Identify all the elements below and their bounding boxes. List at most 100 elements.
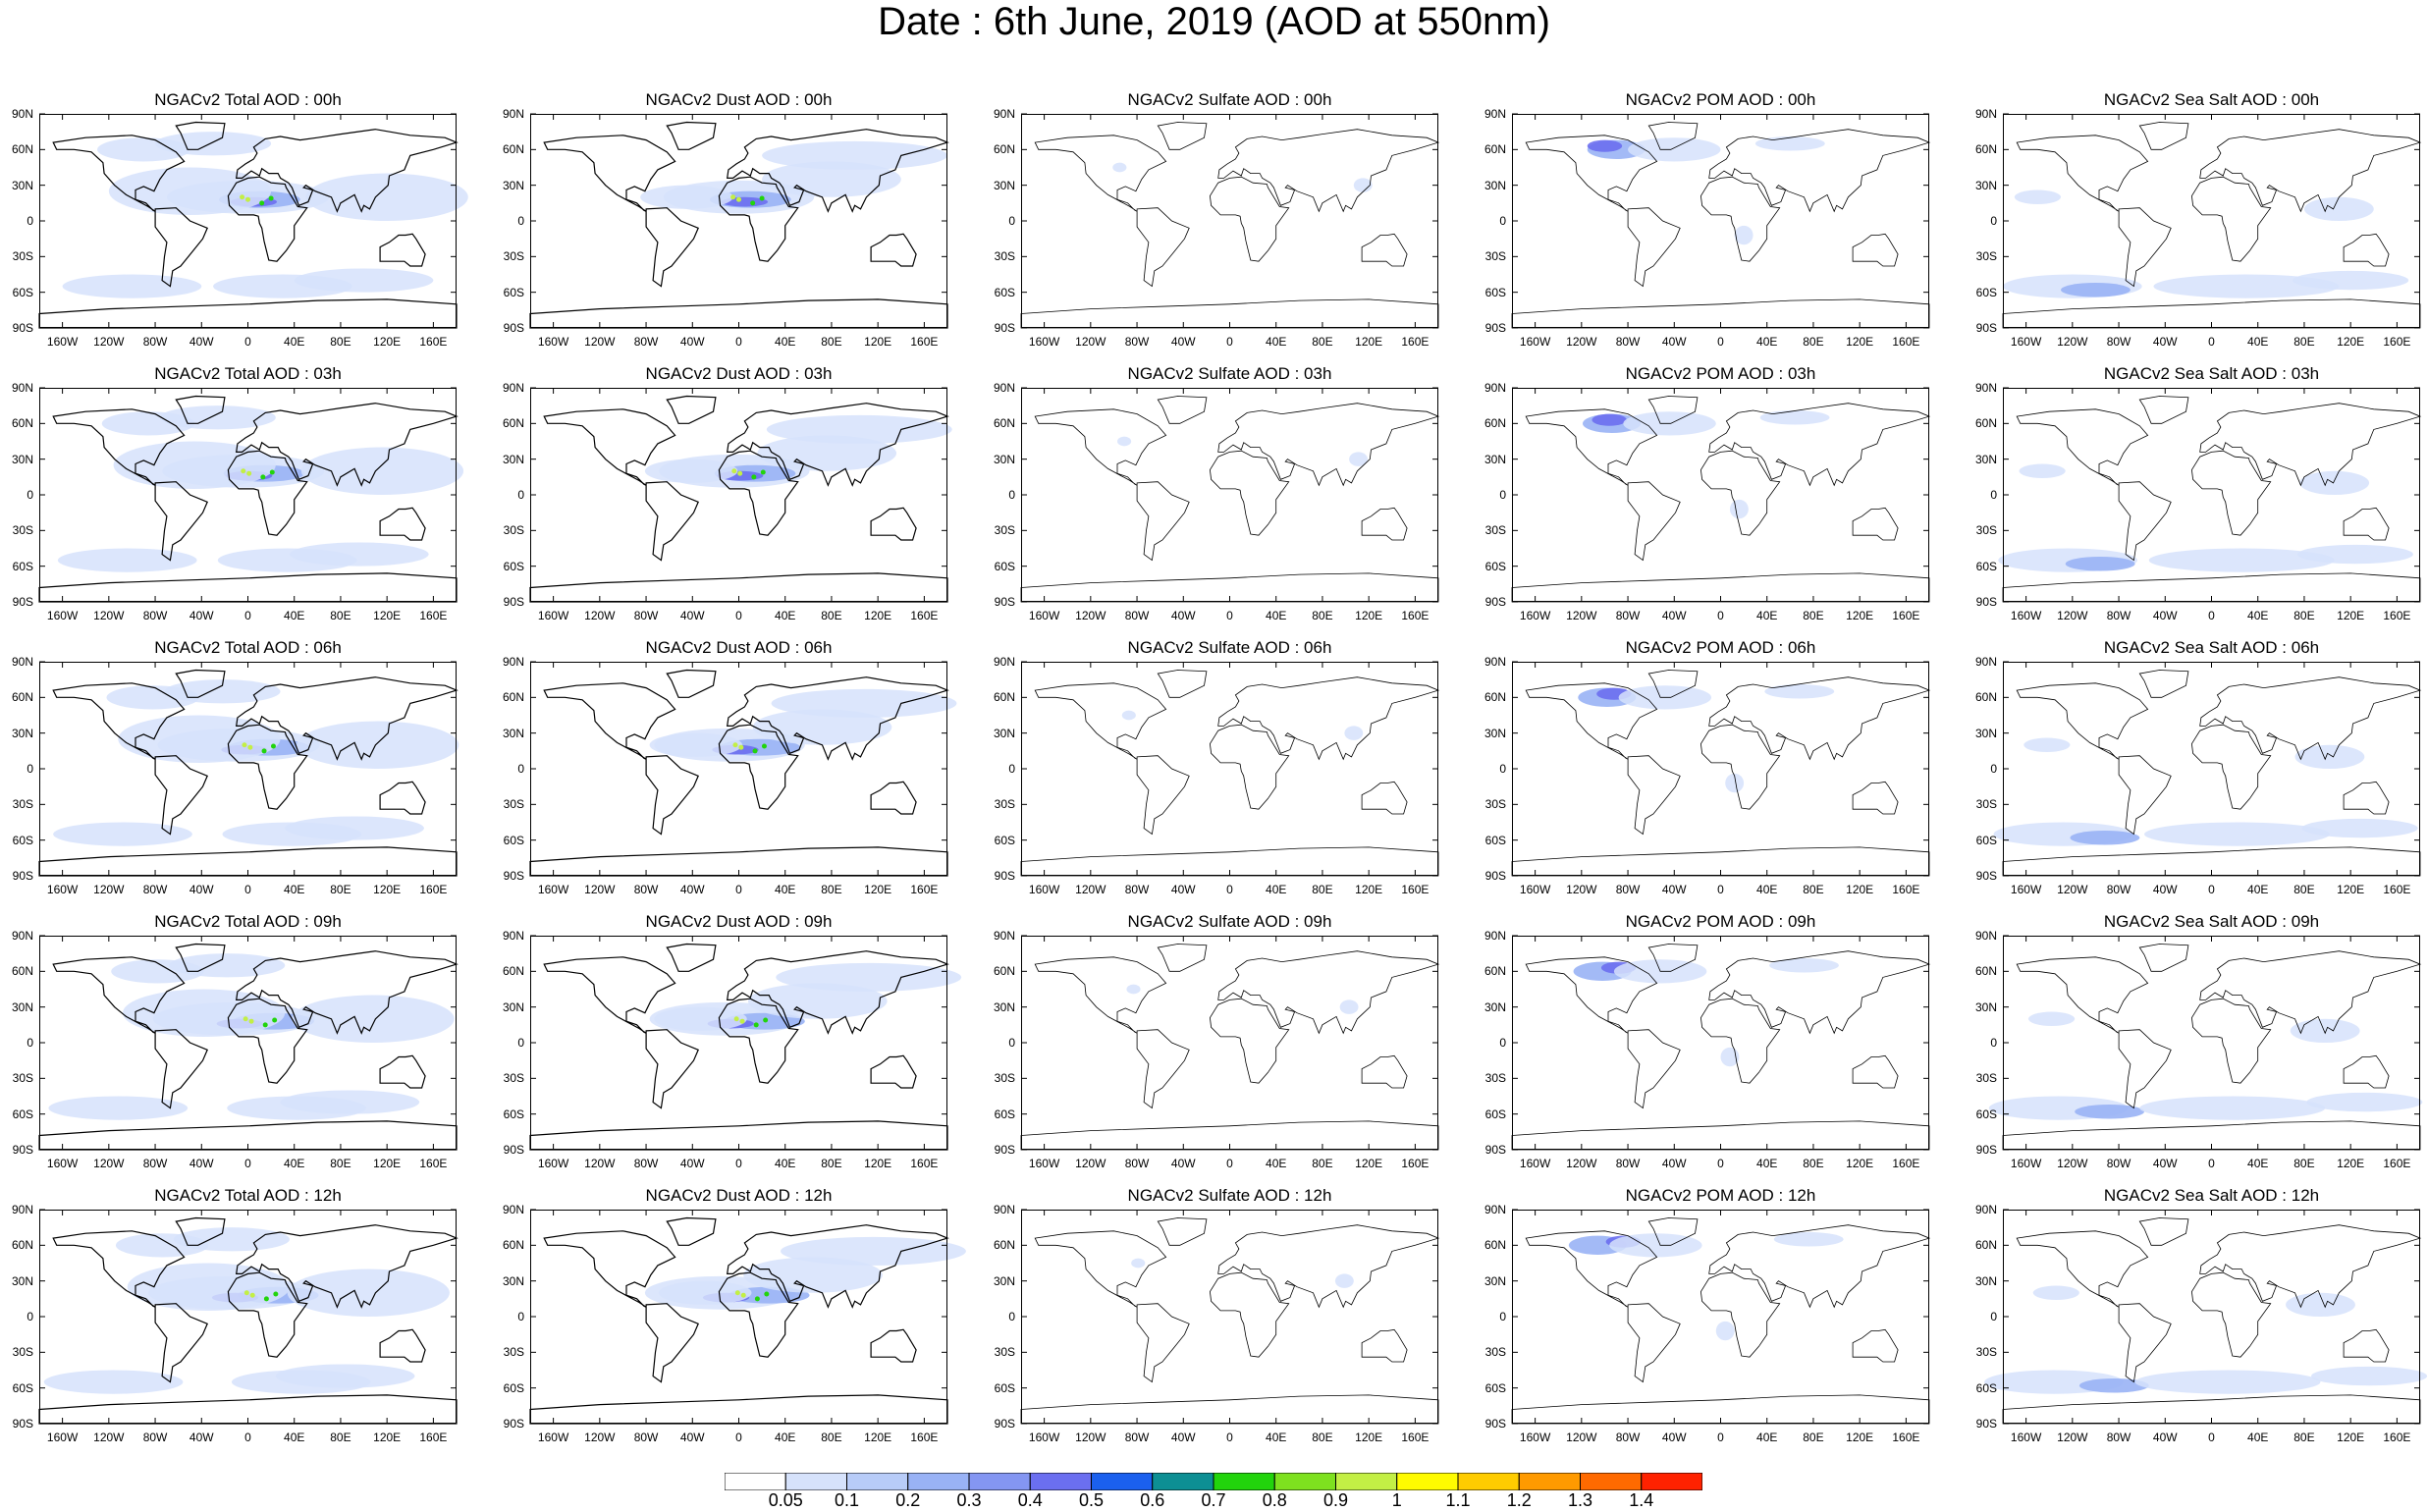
- lat-label: 0: [517, 1036, 524, 1050]
- lat-label: 60N: [993, 690, 1015, 705]
- aerosol-field: [1773, 1232, 1844, 1247]
- lon-label: 40E: [775, 883, 796, 896]
- lat-label: 0: [1008, 762, 1015, 776]
- lat-label: 60N: [502, 964, 524, 979]
- lat-label: 30N: [993, 452, 1015, 466]
- lon-label: 0: [2208, 1431, 2215, 1444]
- colorbar-swatch: [968, 1473, 1031, 1490]
- lat-label: 90N: [502, 929, 524, 943]
- coastline-australia: [1361, 781, 1408, 815]
- coastline-eurasia: [236, 129, 459, 213]
- lon-label: 80W: [2106, 883, 2131, 896]
- aerosol-field: [2303, 196, 2374, 221]
- lon-label: 40W: [679, 1157, 705, 1170]
- lon-label: 80E: [821, 609, 842, 622]
- coastline-australia: [2343, 507, 2390, 541]
- lat-label: 30N: [11, 1273, 33, 1288]
- coastline-africa: [718, 998, 799, 1084]
- lon-label: 160E: [1401, 335, 1430, 349]
- aerosol-field: [644, 459, 738, 483]
- lon-label: 80E: [1803, 1431, 1824, 1444]
- lat-label: 30N: [11, 726, 33, 740]
- lon-label: 120E: [373, 1157, 402, 1170]
- lat-label: 30N: [502, 452, 524, 466]
- lat-label: 60S: [994, 285, 1015, 299]
- lat-label: 60N: [993, 964, 1015, 979]
- lat-label: 90S: [503, 321, 524, 335]
- coastline-greenland: [1647, 396, 1699, 424]
- lon-label: 40E: [775, 1431, 796, 1444]
- lat-label: 30S: [1975, 1345, 1997, 1360]
- coastline-south-america: [154, 481, 208, 562]
- map-background: [1021, 114, 1438, 328]
- aerosol-field: [127, 1263, 290, 1311]
- lon-label: 80W: [633, 609, 659, 622]
- aerosol-field: [2134, 1370, 2321, 1394]
- coastline-greenland: [1647, 122, 1699, 150]
- lat-label: 30N: [502, 1273, 524, 1288]
- colorbar-label: 0.7: [1201, 1490, 1226, 1510]
- aerosol-field: [2148, 548, 2335, 572]
- colorbar-swatch: [1457, 1473, 1520, 1490]
- coastline-africa: [1700, 998, 1781, 1084]
- coastline-eurasia: [236, 1224, 459, 1309]
- lat-label: 0: [1990, 214, 1997, 228]
- lon-label: 120W: [584, 883, 616, 896]
- colorbar-label: 0.4: [1017, 1490, 1043, 1510]
- colorbar-label: 1.4: [1629, 1490, 1654, 1510]
- coastline-south-america: [2118, 755, 2172, 836]
- coastline-north-america: [1034, 956, 1167, 1034]
- lat-label: 30N: [1484, 726, 1506, 740]
- aerosol-field: [1131, 1258, 1146, 1269]
- lat-label: 90N: [502, 107, 524, 121]
- coastline-north-america: [52, 408, 186, 486]
- lat-label: 0: [517, 762, 524, 776]
- lat-label: 0: [1990, 1310, 1997, 1323]
- lon-label: 160W: [1028, 335, 1060, 349]
- lon-label: 160W: [1519, 1157, 1551, 1170]
- aerosol-field: [2027, 1011, 2076, 1027]
- lat-label: 0: [1008, 214, 1015, 228]
- coastline-north-america: [543, 408, 676, 486]
- colorbar-label: 0.05: [768, 1490, 803, 1510]
- lon-label: 80W: [142, 335, 168, 349]
- coastline-africa: [227, 1271, 308, 1358]
- coastline-greenland: [1157, 122, 1208, 150]
- lat-label: 30S: [503, 249, 524, 264]
- aerosol-peak: [760, 469, 766, 475]
- lat-label: 60N: [1484, 142, 1506, 157]
- coastline-greenland: [175, 669, 226, 698]
- map-background: [1021, 936, 1438, 1150]
- coastline-africa: [1700, 450, 1781, 536]
- aerosol-peak: [737, 470, 743, 476]
- coastline-eurasia: [1217, 129, 1440, 213]
- coastline-south-america: [645, 755, 699, 836]
- coastline-africa: [227, 450, 308, 536]
- lon-label: 0: [735, 609, 742, 622]
- lon-label: 160W: [2010, 1157, 2042, 1170]
- lon-label: 80W: [1615, 883, 1641, 896]
- lat-label: 90S: [1975, 1143, 1997, 1157]
- map-plot: [1511, 661, 1931, 877]
- aerosol-field: [649, 732, 743, 757]
- lat-label: 30S: [12, 1071, 33, 1086]
- aerosol-field: [2306, 1092, 2423, 1112]
- lat-label: 90N: [1484, 1203, 1506, 1216]
- map-panel-pom-2: NGACv2 POM AOD : 06h 90N 60N 30N 0 30S 60S 90S 1…: [1484, 638, 1931, 911]
- aerosol-field: [1609, 1233, 1702, 1258]
- aerosol-field: [300, 447, 464, 495]
- lon-label: 80E: [2293, 609, 2315, 622]
- lon-label: 80W: [633, 1157, 659, 1170]
- map-background: [1512, 662, 1929, 876]
- lat-label: 90S: [1484, 1417, 1506, 1431]
- coastline-eurasia: [2199, 1224, 2422, 1309]
- lon-label: 80E: [330, 335, 351, 349]
- aerosol-field: [62, 274, 202, 298]
- aerosol-peak: [750, 200, 756, 206]
- lon-label: 80E: [821, 883, 842, 896]
- aerosol-peak: [759, 195, 765, 201]
- aerosol-field: [640, 185, 733, 209]
- lon-label: 160E: [2383, 609, 2411, 622]
- lon-label: 40W: [1661, 335, 1687, 349]
- coastline-south-america: [1627, 1029, 1681, 1109]
